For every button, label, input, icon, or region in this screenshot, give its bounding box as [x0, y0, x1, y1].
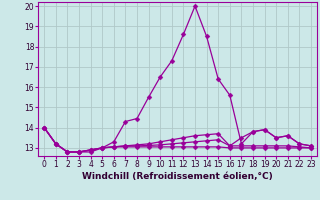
X-axis label: Windchill (Refroidissement éolien,°C): Windchill (Refroidissement éolien,°C)	[82, 172, 273, 181]
